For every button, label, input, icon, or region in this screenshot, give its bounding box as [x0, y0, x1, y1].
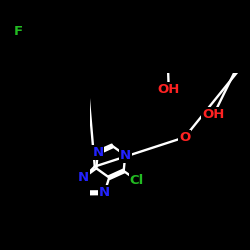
Text: Cl: Cl	[130, 174, 144, 187]
Text: OH: OH	[202, 108, 225, 121]
Text: N: N	[99, 186, 110, 199]
Text: N: N	[78, 171, 89, 184]
Text: N: N	[120, 149, 131, 162]
Text: F: F	[14, 25, 23, 38]
Text: N: N	[92, 146, 104, 159]
Text: OH: OH	[158, 83, 180, 96]
Text: O: O	[179, 131, 190, 144]
